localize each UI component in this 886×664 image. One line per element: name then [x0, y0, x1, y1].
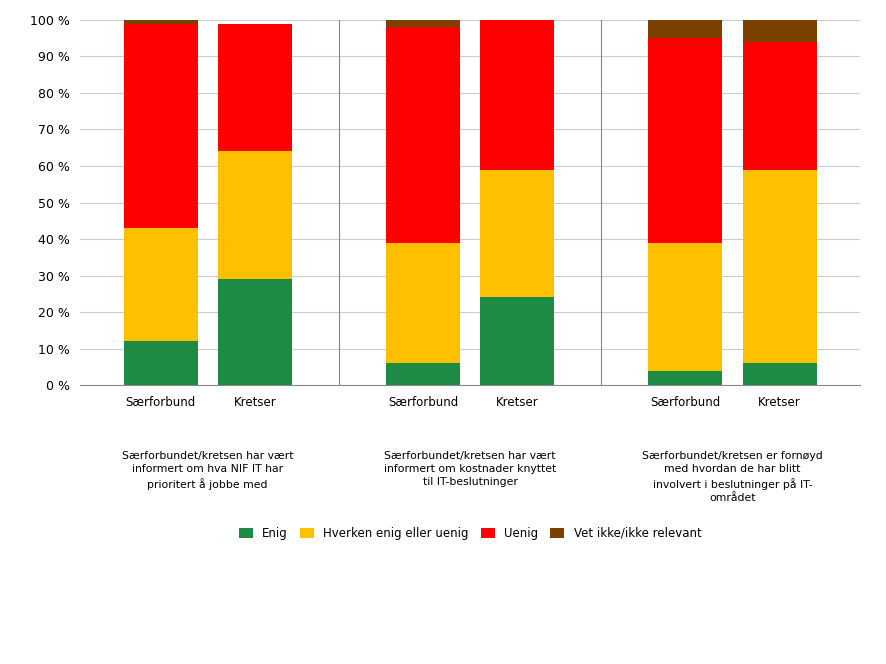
Bar — [123, 341, 198, 385]
Bar — [218, 279, 291, 385]
Bar — [218, 151, 291, 279]
Bar — [385, 243, 460, 363]
Bar — [385, 27, 460, 243]
Text: Særforbundet/kretsen har vært
informert om hva NIF IT har
prioritert å jobbe med: Særforbundet/kretsen har vært informert … — [121, 451, 293, 490]
Bar — [385, 363, 460, 385]
Bar — [479, 297, 554, 385]
Bar — [479, 20, 554, 170]
Bar — [385, 20, 460, 27]
Bar — [648, 243, 721, 371]
Bar — [648, 20, 721, 38]
Bar — [123, 228, 198, 341]
Bar — [648, 371, 721, 385]
Bar — [742, 363, 816, 385]
Bar — [648, 38, 721, 243]
Text: Særforbundet/kretsen er fornøyd
med hvordan de har blitt
involvert i beslutninge: Særforbundet/kretsen er fornøyd med hvor… — [641, 451, 822, 503]
Bar — [742, 42, 816, 170]
Bar — [218, 23, 291, 151]
Legend: Enig, Hverken enig eller uenig, Uenig, Vet ikke/ikke relevant: Enig, Hverken enig eller uenig, Uenig, V… — [238, 527, 701, 540]
Bar — [123, 20, 198, 24]
Text: Særforbundet/kretsen har vært
informert om kostnader knyttet
til IT-beslutninger: Særforbundet/kretsen har vært informert … — [384, 451, 556, 487]
Bar — [479, 170, 554, 297]
Bar — [123, 24, 198, 228]
Bar — [742, 20, 816, 42]
Bar — [742, 170, 816, 363]
